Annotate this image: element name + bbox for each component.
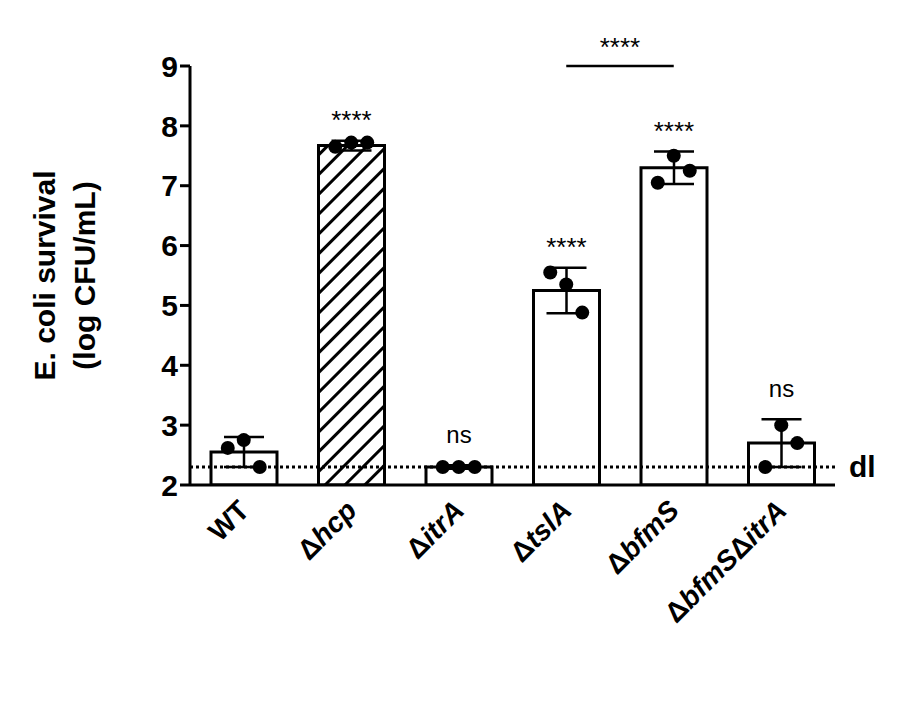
svg-text:WT: WT: [202, 494, 255, 547]
svg-text:dl: dl: [849, 450, 876, 483]
svg-text:Δhcp: Δhcp: [291, 494, 362, 565]
svg-text:5: 5: [161, 289, 178, 322]
svg-text:7: 7: [161, 169, 178, 202]
svg-text:****: ****: [654, 116, 694, 146]
svg-text:8: 8: [161, 110, 178, 143]
svg-text:6: 6: [161, 229, 178, 262]
svg-text:****: ****: [600, 32, 640, 62]
svg-text:(log CFU/mL): (log CFU/mL): [68, 181, 101, 369]
svg-text:ΔbfmSΔitrA: ΔbfmSΔitrA: [659, 494, 793, 628]
svg-text:2: 2: [161, 469, 178, 502]
svg-text:E. coli survival: E. coli survival: [28, 170, 61, 380]
svg-text:****: ****: [546, 232, 586, 262]
svg-text:ΔtslA: ΔtslA: [504, 494, 578, 568]
svg-text:ns: ns: [769, 375, 794, 402]
svg-text:ΔbfmS: ΔbfmS: [599, 494, 685, 580]
svg-text:ns: ns: [446, 421, 471, 448]
svg-text:****: ****: [331, 105, 371, 135]
svg-text:ΔitrA: ΔitrA: [400, 494, 470, 564]
svg-text:3: 3: [161, 409, 178, 442]
svg-text:4: 4: [161, 349, 178, 382]
svg-text:9: 9: [161, 50, 178, 83]
